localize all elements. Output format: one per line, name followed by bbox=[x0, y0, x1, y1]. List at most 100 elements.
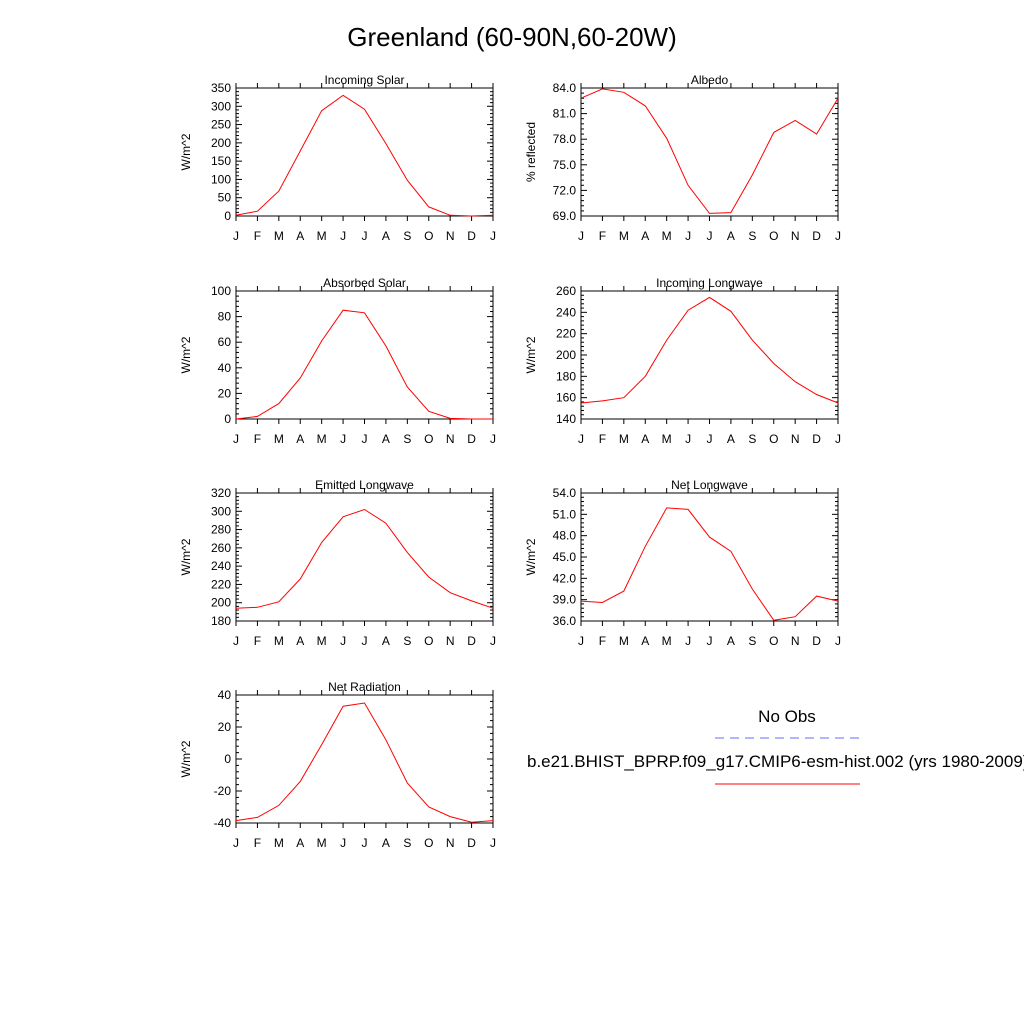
plot-frame bbox=[235, 290, 494, 420]
x-tick-label: S bbox=[748, 634, 756, 648]
x-tick-label: J bbox=[490, 432, 496, 446]
x-tick-label: O bbox=[424, 836, 433, 850]
x-tick-label: J bbox=[578, 229, 584, 243]
x-tick-label: J bbox=[362, 836, 368, 850]
x-tick-label: O bbox=[769, 634, 778, 648]
x-tick-label: J bbox=[233, 229, 239, 243]
y-tick-label: 84.0 bbox=[553, 81, 577, 95]
x-tick-label: J bbox=[685, 634, 691, 648]
chart-panel: Emitted Longwave W/m^2 180 200 220 240 260 280 3… bbox=[179, 478, 496, 648]
y-tick-label: 220 bbox=[211, 577, 231, 591]
x-tick-label: J bbox=[340, 432, 346, 446]
x-tick-label: J bbox=[340, 836, 346, 850]
x-tick-label: J bbox=[233, 634, 239, 648]
y-tick-label: 240 bbox=[556, 305, 576, 319]
legend-obs-label: No Obs bbox=[758, 707, 816, 726]
x-tick-label: J bbox=[233, 836, 239, 850]
panel-title: Absorbed Solar bbox=[323, 276, 406, 290]
x-tick-label: S bbox=[748, 229, 756, 243]
x-tick-label: M bbox=[619, 229, 629, 243]
chart-panel: Incoming Solar W/m^2 0 50 100 150 200 250 300 350… bbox=[179, 73, 496, 243]
y-axis-label: W/m^2 bbox=[179, 538, 193, 575]
y-tick-label: 40 bbox=[218, 688, 232, 702]
x-tick-label: J bbox=[835, 229, 841, 243]
x-tick-label: J bbox=[362, 432, 368, 446]
x-tick-label: A bbox=[382, 836, 390, 850]
y-tick-label: 36.0 bbox=[553, 614, 577, 628]
x-tick-label: A bbox=[296, 836, 304, 850]
x-tick-label: S bbox=[403, 634, 411, 648]
x-tick-label: J bbox=[578, 634, 584, 648]
x-tick-label: J bbox=[835, 634, 841, 648]
plot-frame bbox=[580, 492, 839, 622]
x-tick-label: J bbox=[362, 634, 368, 648]
y-tick-label: 0 bbox=[224, 412, 231, 426]
panel-title: Net Radiation bbox=[328, 680, 401, 694]
y-tick-label: 200 bbox=[211, 596, 231, 610]
x-tick-label: S bbox=[403, 836, 411, 850]
x-tick-label: O bbox=[769, 229, 778, 243]
x-tick-label: F bbox=[254, 432, 261, 446]
x-tick-label: J bbox=[578, 432, 584, 446]
y-tick-label: 320 bbox=[211, 486, 231, 500]
x-tick-label: A bbox=[727, 634, 735, 648]
y-tick-label: 160 bbox=[556, 391, 576, 405]
x-tick-label: J bbox=[707, 229, 713, 243]
y-tick-label: 260 bbox=[556, 284, 576, 298]
panel-title: Albedo bbox=[691, 73, 729, 87]
x-tick-label: N bbox=[446, 432, 455, 446]
y-tick-label: 300 bbox=[211, 99, 231, 113]
series-line bbox=[235, 508, 494, 609]
x-tick-label: J bbox=[340, 634, 346, 648]
legend-model-label: b.e21.BHIST_BPRP.f09_g17.CMIP6-esm-hist.… bbox=[527, 752, 1024, 771]
x-tick-label: J bbox=[490, 634, 496, 648]
chart-panel: Net Longwave W/m^2 36.0 39.0 42.0 45.0 48.0 51.… bbox=[524, 478, 841, 648]
y-tick-label: 180 bbox=[211, 614, 231, 628]
x-tick-label: F bbox=[254, 634, 261, 648]
plot-frame bbox=[235, 492, 494, 622]
plot-frame bbox=[580, 87, 839, 217]
x-tick-label: N bbox=[446, 229, 455, 243]
y-tick-label: 150 bbox=[211, 154, 231, 168]
x-tick-label: J bbox=[340, 229, 346, 243]
y-tick-label: 280 bbox=[211, 523, 231, 537]
x-tick-label: N bbox=[791, 432, 800, 446]
y-tick-label: 180 bbox=[556, 369, 576, 383]
x-tick-label: S bbox=[748, 432, 756, 446]
x-tick-label: D bbox=[812, 634, 821, 648]
x-tick-label: M bbox=[317, 432, 327, 446]
y-tick-label: 250 bbox=[211, 118, 231, 132]
y-axis-label: % reflected bbox=[524, 122, 538, 182]
x-tick-label: M bbox=[317, 229, 327, 243]
x-tick-label: N bbox=[446, 634, 455, 648]
y-tick-label: 80 bbox=[218, 310, 232, 324]
x-tick-label: J bbox=[233, 432, 239, 446]
x-tick-label: M bbox=[317, 836, 327, 850]
x-tick-label: J bbox=[490, 836, 496, 850]
series-line bbox=[580, 88, 839, 214]
x-tick-label: F bbox=[599, 229, 606, 243]
x-tick-label: D bbox=[812, 229, 821, 243]
x-tick-label: J bbox=[685, 432, 691, 446]
x-tick-label: S bbox=[403, 432, 411, 446]
x-tick-label: J bbox=[362, 229, 368, 243]
y-tick-label: 20 bbox=[218, 720, 232, 734]
y-tick-label: 60 bbox=[218, 335, 232, 349]
x-tick-label: F bbox=[254, 836, 261, 850]
y-tick-label: 220 bbox=[556, 327, 576, 341]
x-tick-label: J bbox=[707, 432, 713, 446]
y-tick-label: 200 bbox=[556, 348, 576, 362]
y-axis-label: W/m^2 bbox=[179, 336, 193, 373]
x-tick-label: A bbox=[641, 634, 649, 648]
x-tick-label: M bbox=[274, 634, 284, 648]
y-tick-label: 51.0 bbox=[553, 507, 577, 521]
x-tick-label: M bbox=[317, 634, 327, 648]
y-tick-label: 45.0 bbox=[553, 550, 577, 564]
x-tick-label: D bbox=[812, 432, 821, 446]
y-tick-label: 100 bbox=[211, 172, 231, 186]
x-tick-label: S bbox=[403, 229, 411, 243]
x-tick-label: A bbox=[727, 229, 735, 243]
plot-frame bbox=[235, 694, 494, 824]
y-tick-label: 0 bbox=[224, 209, 231, 223]
